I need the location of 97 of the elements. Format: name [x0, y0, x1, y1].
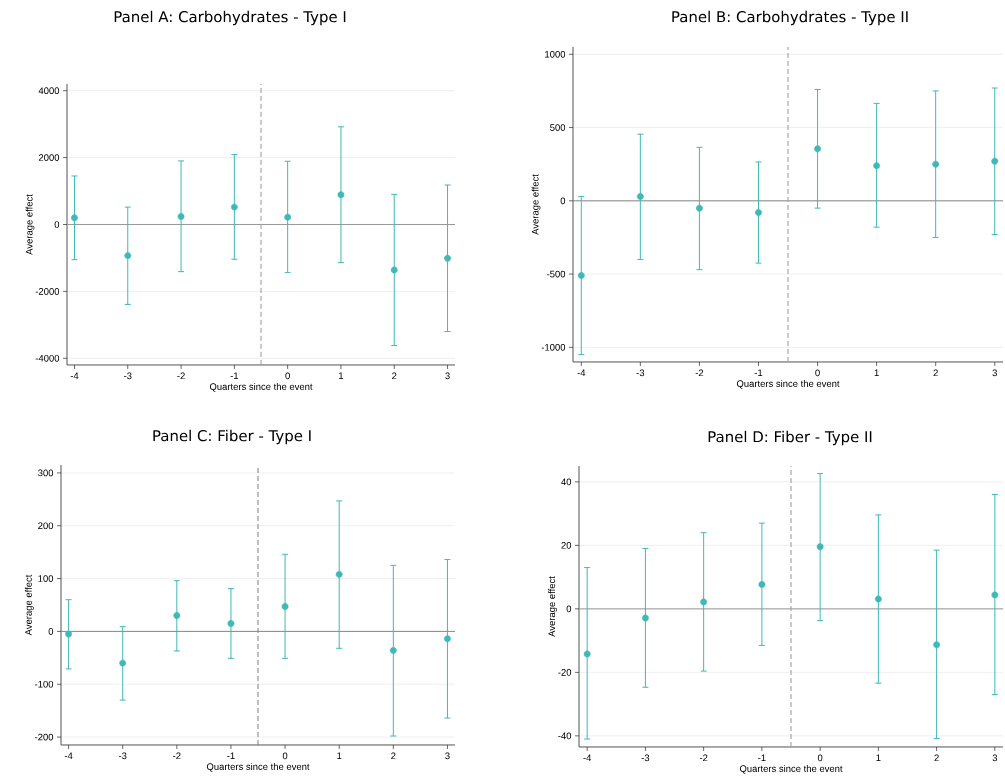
point	[281, 603, 289, 610]
point	[873, 162, 881, 170]
x-tick-label: 0	[285, 372, 290, 380]
x-tick-label: 3	[992, 754, 998, 762]
y-tick-label: -20	[558, 669, 572, 676]
point	[991, 591, 999, 599]
y-tick-label: 0	[566, 605, 572, 613]
x-tick-label: -4	[64, 752, 73, 760]
y-tick-label: -200	[34, 733, 54, 741]
y-tick-label: -2000	[35, 288, 60, 295]
point	[173, 612, 181, 619]
chart-title: Panel B: Carbohydrates - Type II	[672, 10, 908, 26]
x-tick-label: 0	[282, 752, 288, 760]
x-tick-label: 2	[933, 369, 938, 377]
x-tick-label: -3	[118, 752, 127, 760]
y-tick-label: 20	[561, 542, 572, 549]
y-tick-label: -100	[34, 680, 54, 688]
point	[758, 581, 766, 588]
point	[389, 647, 397, 654]
y-tick-label: 0	[54, 221, 60, 228]
point	[700, 598, 708, 606]
y-tick-label: 200	[38, 522, 54, 530]
y-axis-title: Average effect	[548, 576, 557, 637]
point	[636, 193, 644, 200]
point	[874, 595, 882, 603]
x-tick-label: -2	[695, 369, 704, 377]
point	[230, 203, 238, 211]
point	[577, 272, 585, 279]
point	[816, 543, 824, 551]
x-tick-label: 2	[392, 372, 397, 380]
x-axis-title: Quarters since the event	[206, 763, 310, 772]
y-tick-label: 500	[550, 124, 566, 131]
y-axis-title: Average effect	[531, 174, 541, 235]
y-tick-label: 300	[38, 469, 54, 477]
x-tick-label: 0	[817, 754, 823, 762]
point	[814, 145, 821, 153]
y-axis-title: Average effect	[24, 574, 34, 636]
x-tick-label: -1	[230, 372, 239, 380]
y-tick-label: -4000	[35, 354, 60, 362]
point	[642, 614, 649, 622]
x-tick-label: 1	[876, 754, 881, 762]
x-tick-label: -4	[583, 754, 592, 762]
x-tick-label: -2	[177, 372, 185, 380]
x-tick-label: 1	[874, 369, 879, 377]
x-axis-title: Quarters since the event	[209, 383, 313, 392]
x-tick-label: -2	[699, 754, 708, 762]
point	[583, 650, 591, 658]
point	[284, 213, 292, 221]
x-tick-label: -4	[577, 369, 586, 377]
point	[991, 157, 999, 165]
point	[390, 266, 398, 274]
x-tick-label: 2	[391, 752, 396, 760]
point	[71, 214, 78, 222]
point	[337, 191, 345, 199]
x-tick-label: -3	[636, 369, 645, 377]
point	[65, 630, 72, 638]
point	[755, 209, 762, 216]
x-tick-label: 3	[445, 372, 450, 380]
x-tick-label: -1	[227, 752, 235, 760]
x-tick-label: 2	[934, 754, 939, 762]
y-tick-label: -40	[558, 732, 572, 740]
y-tick-label: 100	[38, 575, 54, 582]
x-tick-label: -1	[758, 754, 766, 762]
x-tick-label: -3	[123, 372, 132, 380]
y-tick-label: 0	[560, 197, 566, 205]
y-tick-label: 2000	[38, 154, 60, 161]
x-tick-label: -2	[173, 752, 181, 760]
y-tick-label: -500	[546, 270, 566, 278]
chart-title: Panel C: Fiber - Type I	[153, 429, 311, 445]
x-tick-label: 3	[992, 369, 997, 377]
y-tick-label: 4000	[38, 87, 60, 95]
point	[227, 620, 235, 627]
x-tick-label: -3	[641, 754, 650, 762]
y-axis-title: Average effect	[25, 194, 35, 255]
x-axis-title: Quarters since the event	[736, 380, 840, 389]
point	[119, 659, 127, 667]
point	[177, 213, 185, 220]
x-tick-label: 0	[815, 369, 820, 377]
x-tick-label: 3	[445, 752, 450, 760]
y-tick-label: 40	[561, 478, 572, 486]
x-axis-title: Quarters since the event	[739, 765, 843, 774]
point	[696, 204, 703, 212]
x-tick-label: 1	[337, 752, 342, 760]
x-tick-label: -1	[754, 369, 763, 377]
y-tick-label: 0	[48, 628, 54, 635]
point	[444, 254, 451, 262]
x-tick-label: 1	[339, 372, 344, 380]
point	[444, 635, 451, 643]
y-tick-label: -1000	[541, 343, 566, 351]
chart-title: Panel D: Fiber - Type II	[708, 430, 872, 446]
chart-title: Panel A: Carbohydrates - Type I	[114, 10, 346, 26]
point	[335, 570, 343, 578]
point	[124, 252, 132, 259]
point	[933, 641, 941, 649]
point	[932, 160, 940, 168]
x-tick-label: -4	[70, 372, 79, 380]
y-tick-label: 1000	[545, 50, 566, 58]
